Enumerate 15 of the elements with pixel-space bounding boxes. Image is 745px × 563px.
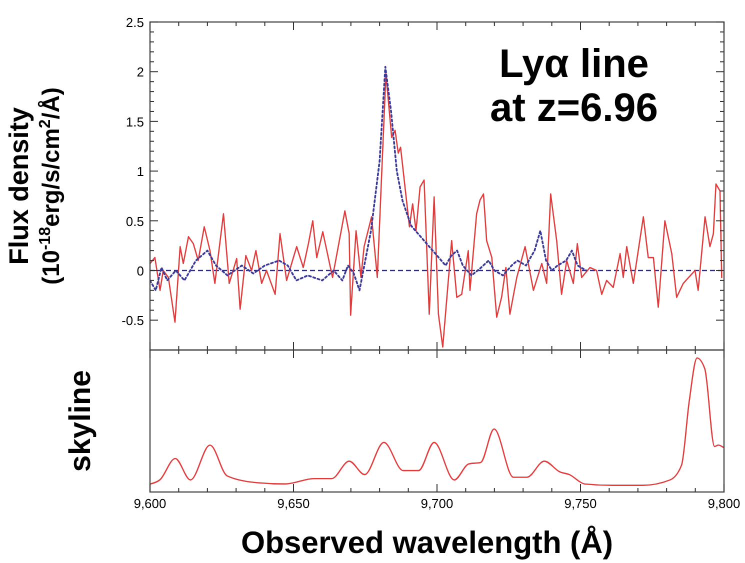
x-tick-label: 9,650 xyxy=(277,496,310,511)
annotation: Lyα line at z=6.96 xyxy=(490,42,658,130)
x-tick-label: 9,700 xyxy=(420,496,454,511)
y-tick-label: 1 xyxy=(136,164,144,180)
y-tick-label: 1.5 xyxy=(126,114,144,130)
x-tick-label: 9,800 xyxy=(708,496,740,511)
y-tick-label: 0.5 xyxy=(126,214,144,229)
y-tick-label: 2.5 xyxy=(126,15,144,30)
y-tick-label: 2 xyxy=(136,64,144,80)
x-tick-label: 9,600 xyxy=(134,496,166,511)
y-tick-label: -0.5 xyxy=(122,313,144,328)
x-axis-title: Observed wavelength (Å) xyxy=(240,525,614,560)
x-tick-label: 9,750 xyxy=(564,496,597,511)
y-tick-label: 0 xyxy=(136,263,144,278)
y-axis-title: skyline xyxy=(64,370,97,472)
